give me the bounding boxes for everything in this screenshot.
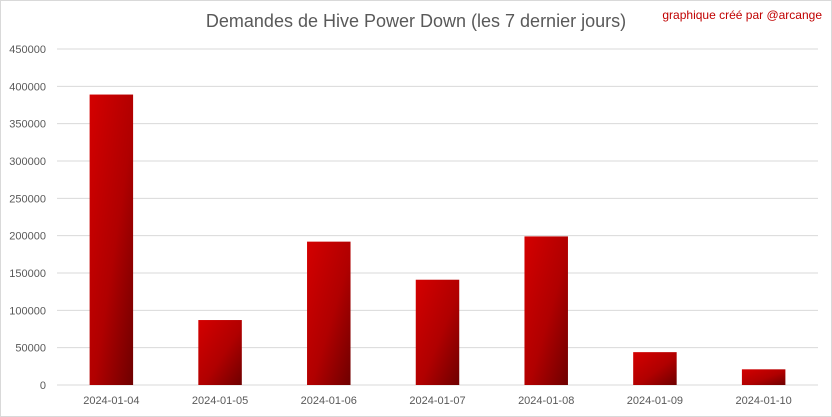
- x-tick-label: 2024-01-06: [301, 395, 357, 407]
- y-tick-label: 350000: [9, 119, 46, 131]
- chart-title: Demandes de Hive Power Down (les 7 derni…: [205, 11, 627, 31]
- y-tick-label: 150000: [9, 268, 46, 280]
- bar-2024-01-08: [524, 236, 568, 385]
- x-axis-ticks: 2024-01-04 2024-01-05 2024-01-06 2024-01-07…: [83, 395, 792, 407]
- y-tick-label: 0: [40, 380, 46, 392]
- x-tick-label: 2024-01-10: [736, 395, 792, 407]
- bar-2024-01-07: [415, 279, 460, 385]
- y-tick-label: 200000: [9, 231, 46, 243]
- y-tick-label: 400000: [9, 81, 46, 93]
- bar-2024-01-04: [89, 94, 134, 386]
- y-tick-label: 50000: [15, 343, 46, 355]
- bar-2024-01-09: [633, 352, 677, 385]
- x-tick-label: 2024-01-05: [192, 395, 248, 407]
- y-axis-ticks: 0 50000 100000 150000 200000 250000 300000 3500…: [9, 44, 46, 392]
- bar-2024-01-05: [198, 320, 242, 385]
- bar-2024-01-10: [741, 369, 786, 385]
- y-tick-label: 250000: [9, 193, 46, 205]
- y-tick-label: 450000: [9, 44, 46, 56]
- x-tick-label: 2024-01-08: [518, 395, 574, 407]
- bars: [89, 94, 786, 386]
- bar-2024-01-06: [307, 241, 351, 385]
- chart-credit: graphique créé par @arcange: [662, 8, 822, 22]
- y-tick-label: 300000: [9, 156, 46, 168]
- y-tick-label: 100000: [9, 305, 46, 317]
- x-tick-label: 2024-01-04: [83, 395, 139, 407]
- x-tick-label: 2024-01-09: [627, 395, 683, 407]
- x-tick-label: 2024-01-07: [409, 395, 465, 407]
